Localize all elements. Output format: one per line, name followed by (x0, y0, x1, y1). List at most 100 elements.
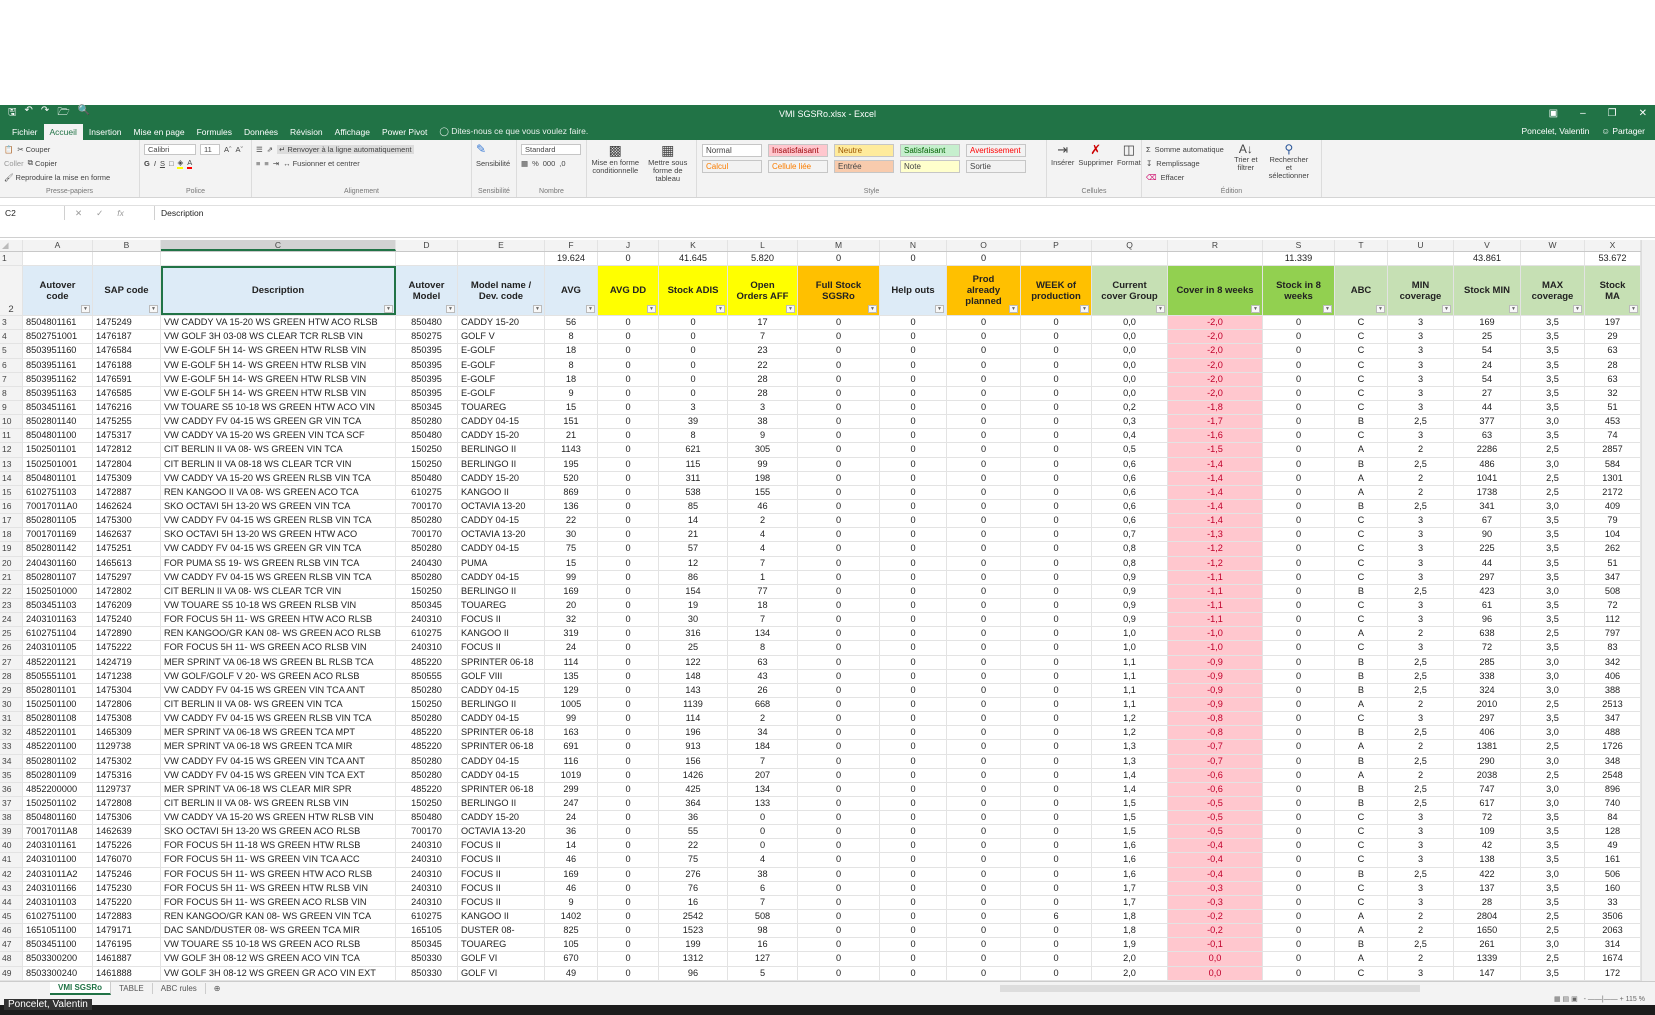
cell-e[interactable]: GOLF VIII (458, 669, 545, 683)
cell-a[interactable]: 4852200000 (23, 782, 93, 796)
cell-j[interactable]: 0 (598, 330, 659, 344)
cell-a[interactable]: 8503300240 (23, 966, 93, 980)
cell-j[interactable]: 0 (598, 782, 659, 796)
column-header-cell[interactable]: Stock MA ▼ (1585, 266, 1641, 316)
cell-m[interactable]: 0 (798, 881, 880, 895)
cell-o[interactable]: 0 (947, 825, 1021, 839)
cell-c[interactable]: MER SPRINT VA 06-18 WS GREEN TCA MIR (161, 740, 396, 754)
cell-v[interactable]: 27 (1454, 386, 1521, 400)
cell-l[interactable]: 2 (728, 712, 798, 726)
cell-f[interactable]: 299 (545, 782, 598, 796)
row-header[interactable]: 49 (0, 966, 23, 980)
cell-c[interactable]: VW CADDY VA 15-20 WS GREEN VIN TCA SCF (161, 429, 396, 443)
tab-fichier[interactable]: Fichier (12, 127, 38, 137)
cell-n[interactable]: 0 (880, 924, 947, 938)
row-header-2[interactable]: 2 (0, 266, 23, 316)
cell-r[interactable]: -0,2 (1168, 924, 1263, 938)
cell-c[interactable]: REN KANGOO II VA 08- WS GREEN ACO TCA (161, 485, 396, 499)
cell-b[interactable]: 1475308 (93, 712, 161, 726)
cell-v[interactable]: 2010 (1454, 697, 1521, 712)
vertical-scrollbar[interactable] (1641, 240, 1655, 981)
cell-q[interactable]: 0,4 (1092, 429, 1168, 443)
filter-dropdown-icon[interactable]: ▼ (647, 305, 656, 314)
cell-d[interactable]: 850280 (396, 542, 458, 556)
cell-o[interactable]: 0 (947, 839, 1021, 853)
column-header-u[interactable]: U (1388, 240, 1454, 251)
formula-input[interactable]: Description (161, 208, 204, 218)
total-cell-c[interactable] (161, 252, 396, 266)
cell-m[interactable]: 0 (798, 485, 880, 499)
cell-d[interactable]: 240310 (396, 839, 458, 853)
cell-j[interactable]: 0 (598, 598, 659, 613)
style-entree[interactable]: Entrée (834, 159, 894, 173)
cell-f[interactable]: 869 (545, 485, 598, 499)
column-header-s[interactable]: S (1263, 240, 1335, 251)
cell-d[interactable]: 240310 (396, 867, 458, 881)
cell-s[interactable]: 0 (1263, 330, 1335, 344)
total-cell-u[interactable] (1388, 252, 1454, 266)
cell-w[interactable]: 2,5 (1521, 952, 1585, 966)
cell-c[interactable]: VW TOUARE S5 10-18 WS GREEN ACO RLSB (161, 938, 396, 952)
cell-w[interactable]: 2,5 (1521, 485, 1585, 499)
cell-s[interactable]: 0 (1263, 782, 1335, 796)
cell-l[interactable]: 77 (728, 584, 798, 598)
cell-j[interactable]: 0 (598, 514, 659, 528)
cell-r[interactable]: -0,3 (1168, 881, 1263, 895)
cell-e[interactable]: TOUAREG (458, 598, 545, 613)
cell-j[interactable]: 0 (598, 740, 659, 754)
cell-d[interactable]: 165105 (396, 924, 458, 938)
cell-q[interactable]: 1,8 (1092, 910, 1168, 924)
cell-m[interactable]: 0 (798, 415, 880, 429)
cell-t[interactable]: C (1335, 386, 1388, 400)
cell-f[interactable]: 24 (545, 641, 598, 655)
cell-a[interactable]: 8502751001 (23, 330, 93, 344)
row-header[interactable]: 28 (0, 669, 23, 683)
cell-l[interactable]: 6 (728, 881, 798, 895)
cell-r[interactable]: -1,0 (1168, 627, 1263, 641)
cell-e[interactable]: CADDY 15-20 (458, 316, 545, 330)
cell-e[interactable]: KANGOO II (458, 485, 545, 499)
cell-l[interactable]: 9 (728, 429, 798, 443)
column-header-m[interactable]: M (798, 240, 880, 251)
cell-o[interactable]: 0 (947, 627, 1021, 641)
column-header-a[interactable]: A (23, 240, 93, 251)
cell-t[interactable]: A (1335, 485, 1388, 499)
cell-e[interactable]: FOCUS II (458, 881, 545, 895)
row-header[interactable]: 13 (0, 457, 23, 471)
cell-c[interactable]: MER SPRINT VA 06-18 WS CLEAR MIR SPR (161, 782, 396, 796)
cell-w[interactable]: 2,5 (1521, 910, 1585, 924)
cell-v[interactable]: 638 (1454, 627, 1521, 641)
cell-x[interactable]: 84 (1585, 811, 1641, 825)
cell-u[interactable]: 2 (1388, 485, 1454, 499)
cell-v[interactable]: 24 (1454, 358, 1521, 372)
cell-c[interactable]: VW CADDY VA 15-20 WS GREEN RLSB VIN TCA (161, 471, 396, 485)
cell-w[interactable]: 3,5 (1521, 316, 1585, 330)
cell-m[interactable]: 0 (798, 910, 880, 924)
total-cell-b[interactable] (93, 252, 161, 266)
cell-a[interactable]: 4852201100 (23, 740, 93, 754)
row-header[interactable]: 36 (0, 782, 23, 796)
row-header[interactable]: 43 (0, 881, 23, 895)
filter-dropdown-icon[interactable]: ▼ (935, 305, 944, 314)
cell-d[interactable]: 150250 (396, 697, 458, 712)
cell-f[interactable]: 691 (545, 740, 598, 754)
cell-u[interactable]: 2 (1388, 443, 1454, 457)
cell-b[interactable]: 1475249 (93, 316, 161, 330)
total-cell-e[interactable] (458, 252, 545, 266)
cell-t[interactable]: C (1335, 358, 1388, 372)
font-size-select[interactable]: 11 (200, 143, 220, 155)
cell-l[interactable]: 134 (728, 627, 798, 641)
row-header[interactable]: 29 (0, 683, 23, 697)
cell-u[interactable]: 2,5 (1388, 754, 1454, 768)
cell-t[interactable]: A (1335, 627, 1388, 641)
cell-k[interactable]: 21 (659, 528, 728, 542)
cell-d[interactable]: 610275 (396, 910, 458, 924)
cell-u[interactable]: 2,5 (1388, 457, 1454, 471)
row-header[interactable]: 45 (0, 910, 23, 924)
cell-u[interactable]: 3 (1388, 825, 1454, 839)
cell-k[interactable]: 25 (659, 641, 728, 655)
merge-center-button[interactable]: ↔ Fusionner et centrer (283, 159, 360, 168)
cell-b[interactable]: 1476591 (93, 372, 161, 386)
cell-s[interactable]: 0 (1263, 910, 1335, 924)
cell-s[interactable]: 0 (1263, 584, 1335, 598)
